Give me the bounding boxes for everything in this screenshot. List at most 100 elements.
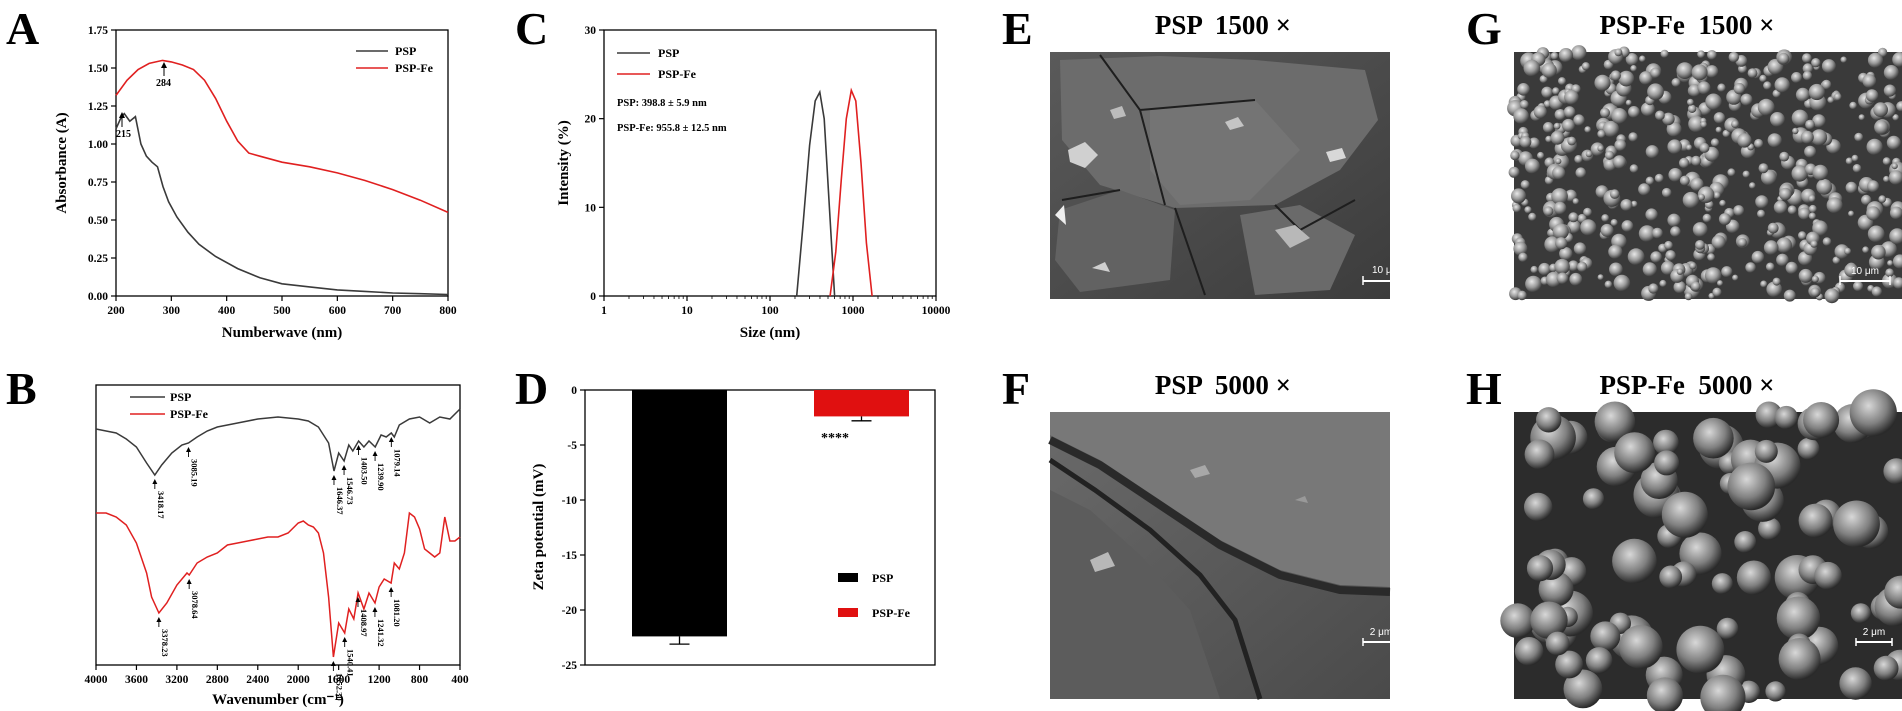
sem-particle: [1772, 277, 1781, 286]
sem-particle: [1690, 177, 1704, 191]
sem-particle: [1707, 50, 1717, 60]
sem-particle: [1554, 109, 1566, 121]
series-line-psp: [795, 89, 836, 297]
peak-arrowhead: [356, 445, 362, 450]
bar-psp-fe: [814, 390, 909, 417]
sem-image-g: 10 μm: [1507, 45, 1902, 304]
sem-particle: [1779, 187, 1792, 201]
sem-particle: [1891, 163, 1898, 170]
sem-particle: [1810, 240, 1818, 248]
sem-particle: [1693, 417, 1734, 459]
legend-label-psp: PSP: [658, 46, 679, 60]
y-tick-label: 0.75: [88, 177, 108, 189]
peak-label: 1241.32: [376, 619, 386, 647]
sem-particle: [1597, 129, 1606, 139]
sem-particle: [1883, 84, 1896, 97]
legend-label-psp-fe: PSP-Fe: [658, 67, 697, 81]
peak-label: 1081.20: [392, 599, 402, 627]
sem-particle: [1691, 64, 1708, 81]
sem-particle: [1511, 188, 1526, 204]
sem-particle: [1590, 621, 1621, 652]
sem-particle: [1754, 138, 1764, 149]
sem-particle: [1660, 49, 1669, 58]
sem-particle: [1697, 50, 1705, 59]
sem-particle: [1850, 603, 1871, 624]
sem-particle: [1878, 195, 1886, 203]
sem-particle: [1690, 281, 1701, 292]
sem-particle: [1687, 104, 1697, 114]
sem-particle: [1524, 439, 1555, 470]
sem-particle: [1597, 145, 1604, 152]
y-tick-label: 1.50: [88, 63, 108, 75]
sem-particle: [1654, 450, 1680, 476]
sem-particle: [1555, 158, 1562, 165]
peak-label: 1546.73: [345, 477, 355, 505]
sem-particle: [1776, 253, 1789, 267]
sem-particle: [1609, 262, 1623, 277]
sem-particle: [1524, 206, 1532, 214]
x-tick-label: 1200: [368, 674, 391, 686]
sem-particle: [1558, 77, 1566, 86]
sem-particle: [1821, 79, 1832, 90]
peak-label: 1403.50: [360, 457, 370, 485]
peak-arrowhead: [331, 475, 337, 480]
peak-annotation-215: 215: [116, 112, 131, 140]
sem-particle: [1524, 158, 1540, 174]
sem-particle: [1662, 112, 1675, 126]
sem-particle: [1695, 240, 1705, 250]
sem-particle: [1597, 274, 1604, 281]
sem-particle: [1733, 205, 1745, 216]
peak-label: 1239.90: [376, 463, 386, 491]
sem-particle: [1520, 180, 1530, 190]
sem-particle: [1774, 77, 1790, 93]
sem-particle: [1569, 272, 1583, 286]
sem-particle: [1766, 281, 1782, 298]
sem-particle: [1676, 625, 1725, 674]
y-tick-label: -25: [562, 660, 578, 672]
panel-letter-f: F: [1002, 363, 1030, 414]
sem-particle: [1609, 189, 1620, 199]
uv-vis-chart: 200 300 400 500 600 700 800 0.00 0.25 0.50 0.75 1.0…: [54, 25, 457, 341]
sem-particle: [1712, 287, 1722, 297]
legend-label-psp-fe: PSP-Fe: [872, 606, 911, 620]
y-tick-label: 1.75: [88, 25, 108, 37]
sem-particle: [1795, 87, 1810, 102]
sem-particle: [1754, 439, 1778, 463]
peak-label: 3378.23: [160, 629, 170, 657]
sem-particle: [1553, 122, 1561, 130]
series-line-psp-fe: [96, 511, 461, 658]
sem-particle: [1513, 241, 1528, 256]
sem-particle: [1668, 168, 1683, 182]
sem-particle: [1892, 52, 1902, 67]
sem-particle: [1733, 82, 1746, 95]
sem-particle: [1659, 565, 1683, 589]
sem-particle: [1704, 267, 1722, 284]
peak-annotation-284: 284: [156, 62, 171, 89]
x-tick-label: 400: [218, 305, 236, 317]
sem-particle: [1625, 53, 1639, 66]
sem-particle: [1740, 93, 1753, 106]
sem-particle: [1848, 210, 1855, 217]
peak-label: 1646.37: [335, 487, 345, 515]
sem-particle: [1763, 240, 1779, 255]
sem-particle: [1667, 139, 1682, 154]
sem-particle: [1717, 280, 1723, 287]
sem-particle: [1519, 100, 1529, 109]
legend: PSP PSP-Fe: [617, 46, 697, 81]
sem-particle: [1844, 247, 1852, 255]
sem-particle: [1892, 254, 1902, 269]
sem-particle: [1798, 268, 1813, 283]
peak-label: 1408.97: [359, 609, 369, 637]
legend-label-psp: PSP: [170, 390, 191, 404]
sem-particle: [1676, 62, 1694, 79]
sem-particle: [1812, 114, 1826, 128]
sem-particle: [1541, 86, 1553, 99]
sem-particle: [1867, 52, 1884, 68]
peak-arrowhead: [341, 465, 347, 470]
sem-particle: [1646, 677, 1683, 711]
sem-particle: [1580, 219, 1597, 236]
sem-particle: [1564, 90, 1579, 105]
sem-particle: [1650, 67, 1661, 79]
sem-particle: [1628, 132, 1638, 142]
sem-particle: [1873, 102, 1888, 118]
